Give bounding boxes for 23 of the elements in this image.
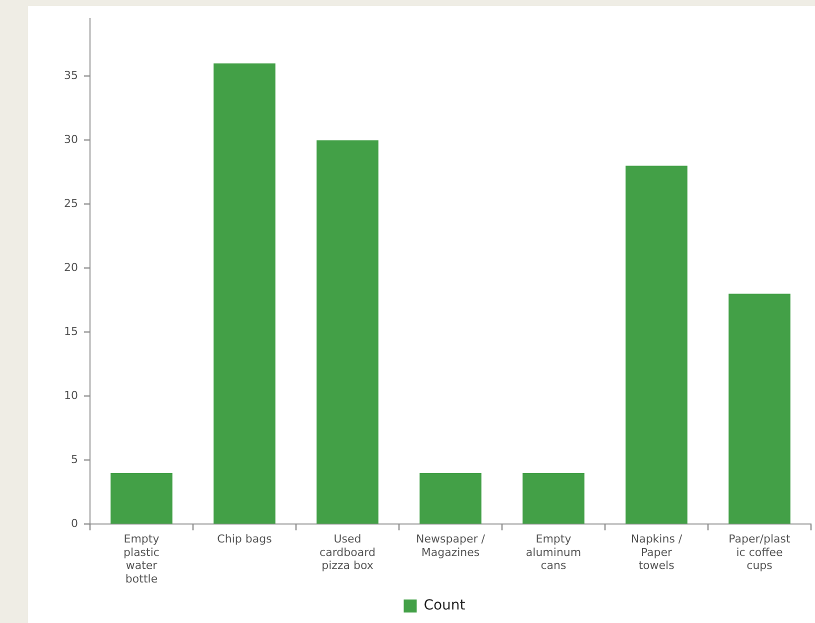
- x-tick-label: Paper/plastic coffee cups: [728, 532, 792, 572]
- x-tick-label: Newspaper / Magazines: [416, 532, 486, 559]
- bar: [110, 473, 172, 524]
- y-tick-label: 5: [70, 453, 78, 466]
- x-tick-label: Empty plastic water bottle: [124, 532, 160, 586]
- x-tick-label: Empty aluminum cans: [526, 532, 582, 572]
- y-tick-label: 30: [64, 133, 78, 146]
- y-tick-label: 35: [64, 69, 78, 82]
- bar: [316, 140, 378, 524]
- bar: [214, 63, 276, 524]
- legend-label: Count: [424, 598, 466, 614]
- y-tick-label: 0: [70, 517, 78, 530]
- y-tick-label: 25: [64, 197, 78, 210]
- bar: [522, 473, 584, 524]
- y-tick-label: 20: [64, 261, 78, 274]
- bar: [626, 166, 688, 524]
- bar: [728, 294, 790, 524]
- bar: [420, 473, 482, 524]
- x-tick-label: Used cardboard pizza box: [320, 532, 376, 572]
- y-tick-label: 10: [64, 389, 78, 402]
- x-tick-label: Napkins / Paper towels: [630, 532, 682, 572]
- x-tick-label: Chip bags: [217, 532, 272, 546]
- y-tick-label: 15: [64, 325, 78, 338]
